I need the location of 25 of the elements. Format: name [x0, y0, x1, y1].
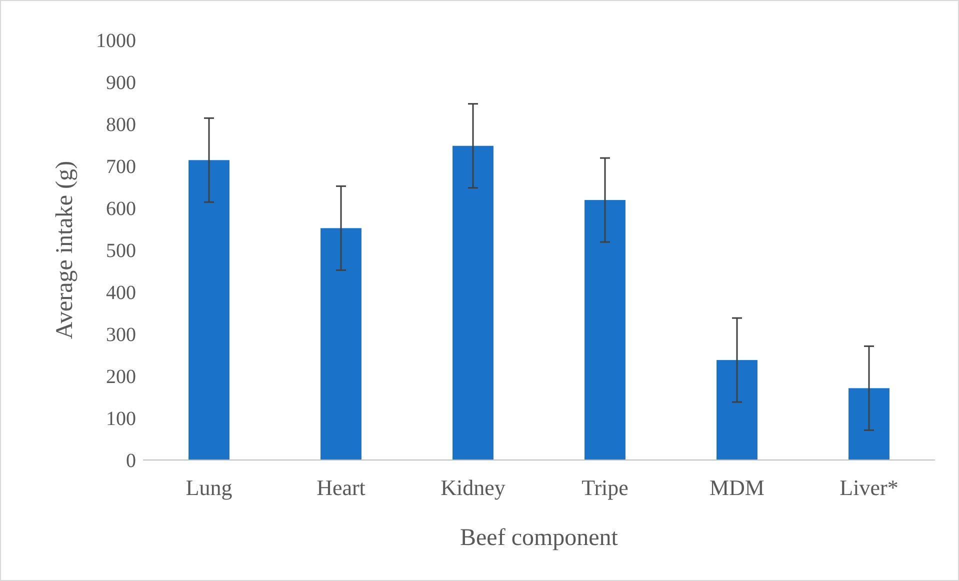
- y-tick-label: 800: [106, 114, 136, 136]
- x-tick-label: Lung: [186, 475, 232, 500]
- y-axis-title: Average intake (g): [52, 160, 78, 340]
- x-tick-label: Liver*: [840, 475, 898, 500]
- y-tick-label: 0: [126, 450, 136, 472]
- bar: [848, 388, 890, 460]
- bar: [452, 146, 494, 460]
- y-tick-label: 200: [106, 366, 136, 388]
- y-tick-label: 500: [106, 240, 136, 262]
- x-axis-title: Beef component: [460, 525, 618, 551]
- x-tick-label: MDM: [709, 475, 765, 500]
- y-tick-label: 1000: [96, 30, 136, 52]
- x-tick-label: Tripe: [582, 475, 628, 500]
- bar: [188, 160, 230, 460]
- y-tick-label: 700: [106, 156, 136, 178]
- y-tick-label: 300: [106, 324, 136, 346]
- y-tick-label: 100: [106, 408, 136, 430]
- bar: [716, 360, 758, 460]
- y-tick-label: 400: [106, 282, 136, 304]
- x-tick-label: Heart: [316, 475, 366, 500]
- y-tick-label: 900: [106, 72, 136, 94]
- bar: [584, 200, 626, 460]
- x-tick-label: Kidney: [440, 475, 506, 500]
- y-tick-label: 600: [106, 198, 136, 220]
- bar: [320, 228, 362, 460]
